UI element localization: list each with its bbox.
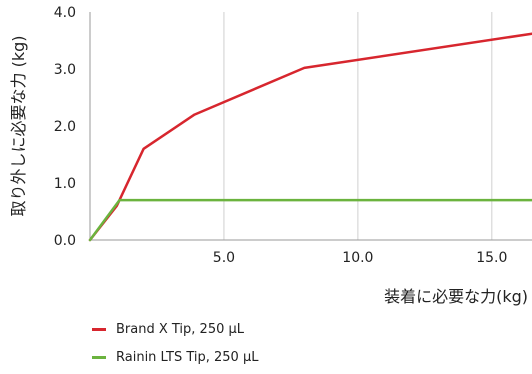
series-line-1 [88,198,532,242]
y-tick-label-3: 3.0 [54,62,76,78]
legend-item-rainin-lts: Rainin LTS Tip, 250 µL [92,346,258,368]
legend: Brand X Tip, 250 µL Rainin LTS Tip, 250 … [92,318,258,374]
x-axis-label: 装着に必要な力(kg) [384,287,528,306]
y-tick-label-0: 0.0 [54,233,76,249]
y-tick-label-1: 1.0 [54,176,76,192]
y-tick-label-4: 4.0 [54,5,76,21]
y-axis-label: 取り外しに必要な力 (kg) [9,36,28,217]
x-tick-label-0: 5.0 [213,250,235,266]
legend-label-brand-x: Brand X Tip, 250 µL [116,321,245,337]
legend-label-rainin-lts: Rainin LTS Tip, 250 µL [116,349,259,365]
x-tick-label-2: 15.0 [476,250,507,266]
legend-swatch-brand-x [92,327,106,331]
series-line-0 [88,32,532,242]
y-tick-label-2: 2.0 [54,119,76,135]
legend-item-brand-x: Brand X Tip, 250 µL [92,318,258,340]
x-tick-label-1: 10.0 [342,250,373,266]
legend-swatch-rainin-lts [92,355,106,359]
